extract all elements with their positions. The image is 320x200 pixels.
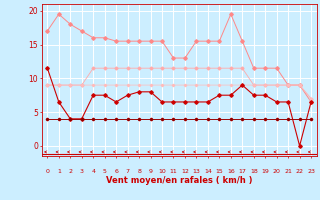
X-axis label: Vent moyen/en rafales ( km/h ): Vent moyen/en rafales ( km/h ) bbox=[106, 176, 252, 185]
